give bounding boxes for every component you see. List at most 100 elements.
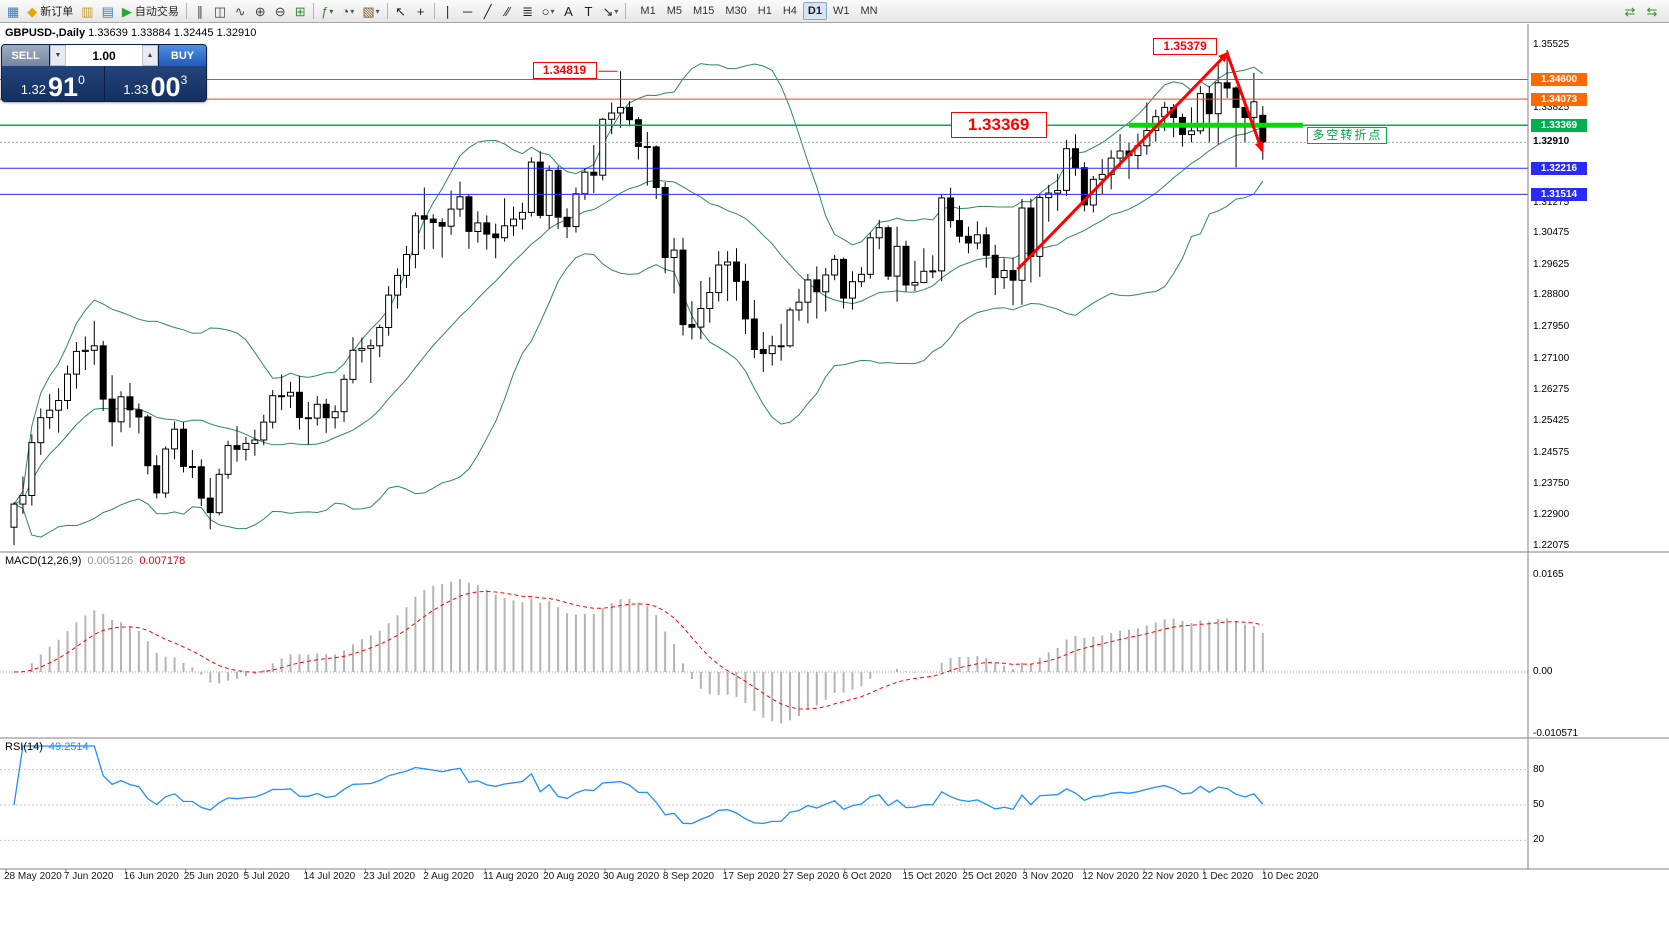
panel-separator-rsi[interactable]	[0, 737, 1669, 740]
auto-scroll-icon[interactable]: ⇆	[1642, 2, 1662, 21]
toolbar-separator	[313, 3, 315, 19]
chevron-down-icon[interactable]: ▾	[375, 6, 380, 16]
periods-icon[interactable]: ◔ ▾	[337, 2, 358, 21]
line-chart-type-icon[interactable]: ∿	[230, 2, 250, 21]
volume-stepper: ▼ 1.00 ▲	[50, 45, 158, 66]
timeframe-h4[interactable]: H4	[782, 5, 797, 17]
price-annotation-135379[interactable]: 1.35379	[1153, 38, 1218, 56]
chevron-down-icon[interactable]: ▾	[614, 6, 619, 16]
price-tick: 1.25425	[1533, 415, 1570, 427]
terminal-icon[interactable]: ▦	[3, 2, 23, 21]
macd-panel-label: MACD(12,26,9) 0.005126 0.007178	[5, 555, 185, 567]
templates-icon[interactable]: ▧ ▾	[358, 2, 383, 21]
turning-point-note[interactable]: 多空转折点	[1307, 127, 1388, 145]
date-label: 28 May 2020	[4, 871, 62, 882]
crosshair-icon[interactable]: +	[411, 2, 431, 21]
candlestick-type-icon[interactable]: ◫	[210, 2, 230, 21]
chart-shift-icon: ⇄	[1624, 3, 1636, 19]
buy-price-head: 1.33	[123, 82, 149, 97]
arrows-icon: ↘	[602, 3, 614, 19]
shapes-icon[interactable]: ○ ▾	[538, 2, 559, 21]
rsi-name: RSI(14)	[5, 741, 43, 753]
date-label: 7 Jun 2020	[63, 871, 114, 882]
price-tick: 1.31275	[1533, 197, 1570, 209]
volume-value[interactable]: 1.00	[92, 48, 116, 63]
timeframe-h1[interactable]: H1	[757, 5, 772, 17]
one-click-trading-widget[interactable]: SELL ▼ 1.00 ▲ BUY 1.32 91 0 1.33 00 3	[1, 44, 207, 102]
horizontal-line-icon[interactable]: ─	[458, 2, 478, 21]
price-line-badge: 1.32216	[1531, 161, 1587, 175]
timeframe-m1[interactable]: M1	[640, 5, 656, 17]
date-label: 20 Aug 2020	[543, 871, 600, 882]
zoom-in-icon[interactable]: ⊕	[250, 2, 270, 21]
buy-button[interactable]: BUY	[158, 45, 206, 66]
toolbar: ▦ ◆ 新订单 ▥ ▤ ▶ 自动交易 ∥ ◫ ∿ ⊕ ⊖ ⊞ ƒ ▾ ◔ ▾ ▧ ▾ ↖ + ∣ ─ ╱ ∕∕ ≣ ○ ▾ A T ↘ ▾ M…	[0, 0, 1669, 23]
fibonacci-icon[interactable]: ≣	[518, 2, 538, 21]
rsi-axis-label: 80	[1533, 763, 1545, 775]
panel-separator-macd[interactable]	[0, 551, 1669, 554]
price-tick: 1.28800	[1533, 289, 1570, 301]
vertical-line-icon: ∣	[444, 3, 451, 19]
candlestick-type-icon: ◫	[213, 3, 227, 19]
autotrading-button[interactable]: ▶ 自动交易	[118, 2, 183, 21]
indicators-icon: ƒ	[321, 3, 329, 19]
trendline-icon[interactable]: ╱	[478, 2, 498, 21]
date-label: 3 Nov 2020	[1022, 871, 1074, 882]
indicators-icon[interactable]: ƒ ▾	[317, 2, 337, 21]
symbol-period-label: GBPUSD-,Daily	[5, 27, 86, 39]
tile-windows-icon[interactable]: ⊞	[290, 2, 310, 21]
volume-decrease-button[interactable]: ▼	[50, 45, 66, 66]
trendline-icon: ╱	[483, 3, 492, 19]
timeframe-m5[interactable]: M5	[666, 5, 682, 17]
volume-increase-button[interactable]: ▲	[142, 45, 158, 66]
sell-price-sup: 0	[78, 73, 85, 87]
buy-price-sup: 3	[180, 73, 188, 87]
price-tick: 1.27950	[1533, 321, 1570, 333]
autotrading-button-label: 自动交易	[134, 6, 179, 18]
text-label-icon[interactable]: T	[579, 2, 599, 21]
charts-icon[interactable]: ▥	[77, 2, 97, 21]
buy-price: 1.33 00 3	[105, 66, 207, 102]
new-order-button[interactable]: ◆ 新订单	[23, 2, 77, 21]
timeframe-d1[interactable]: D1	[802, 2, 827, 20]
profiles-icon[interactable]: ▤	[98, 2, 118, 21]
text-icon[interactable]: A	[559, 2, 579, 21]
price-tick: 1.24575	[1533, 446, 1570, 458]
macd-signal-value: 0.007178	[139, 555, 186, 567]
cursor-icon[interactable]: ↖	[391, 2, 411, 21]
rsi-value: 49.2514	[48, 741, 89, 753]
sell-button[interactable]: SELL	[2, 45, 50, 66]
channel-icon[interactable]: ∕∕	[498, 2, 518, 21]
price-line-badge: 1.33369	[1531, 118, 1587, 132]
macd-axis-label: 0.0165	[1533, 568, 1564, 580]
date-label: 23 Jul 2020	[363, 871, 416, 882]
vertical-line-icon[interactable]: ∣	[438, 2, 458, 21]
zoom-out-icon[interactable]: ⊖	[270, 2, 290, 21]
chevron-down-icon[interactable]: ▾	[350, 6, 355, 16]
chevron-down-icon[interactable]: ▾	[550, 6, 555, 16]
ohlc-values: 1.33639 1.33884 1.32445 1.32910	[88, 27, 257, 39]
arrows-icon[interactable]: ↘ ▾	[599, 2, 623, 21]
autotrading-button: ▶	[121, 3, 132, 19]
buy-price-big: 00	[150, 72, 181, 102]
macd-main-value: 0.005126	[87, 555, 134, 567]
tile-windows-icon: ⊞	[294, 3, 306, 19]
price-annotation-134819[interactable]: 1.34819	[532, 62, 597, 80]
chevron-down-icon[interactable]: ▾	[329, 6, 334, 16]
sell-price-big: 91	[48, 72, 79, 102]
bar-chart-type-icon[interactable]: ∥	[190, 2, 210, 21]
bar-chart-type-icon: ∥	[196, 3, 204, 19]
price-annotation-133369[interactable]: 1.33369	[950, 112, 1047, 139]
text-label-icon: T	[584, 3, 593, 19]
macd-name: MACD(12,26,9)	[5, 555, 82, 567]
timeframe-m30[interactable]: M30	[725, 5, 747, 17]
new-order-button: ◆	[27, 3, 38, 19]
chart-shift-icon[interactable]: ⇄	[1620, 2, 1640, 21]
timeframe-m15[interactable]: M15	[692, 5, 715, 17]
price-tick: 1.29625	[1533, 258, 1570, 270]
date-label: 25 Jun 2020	[183, 871, 239, 882]
timeframe-w1[interactable]: W1	[832, 5, 850, 17]
timeframe-mn[interactable]: MN	[860, 5, 878, 17]
